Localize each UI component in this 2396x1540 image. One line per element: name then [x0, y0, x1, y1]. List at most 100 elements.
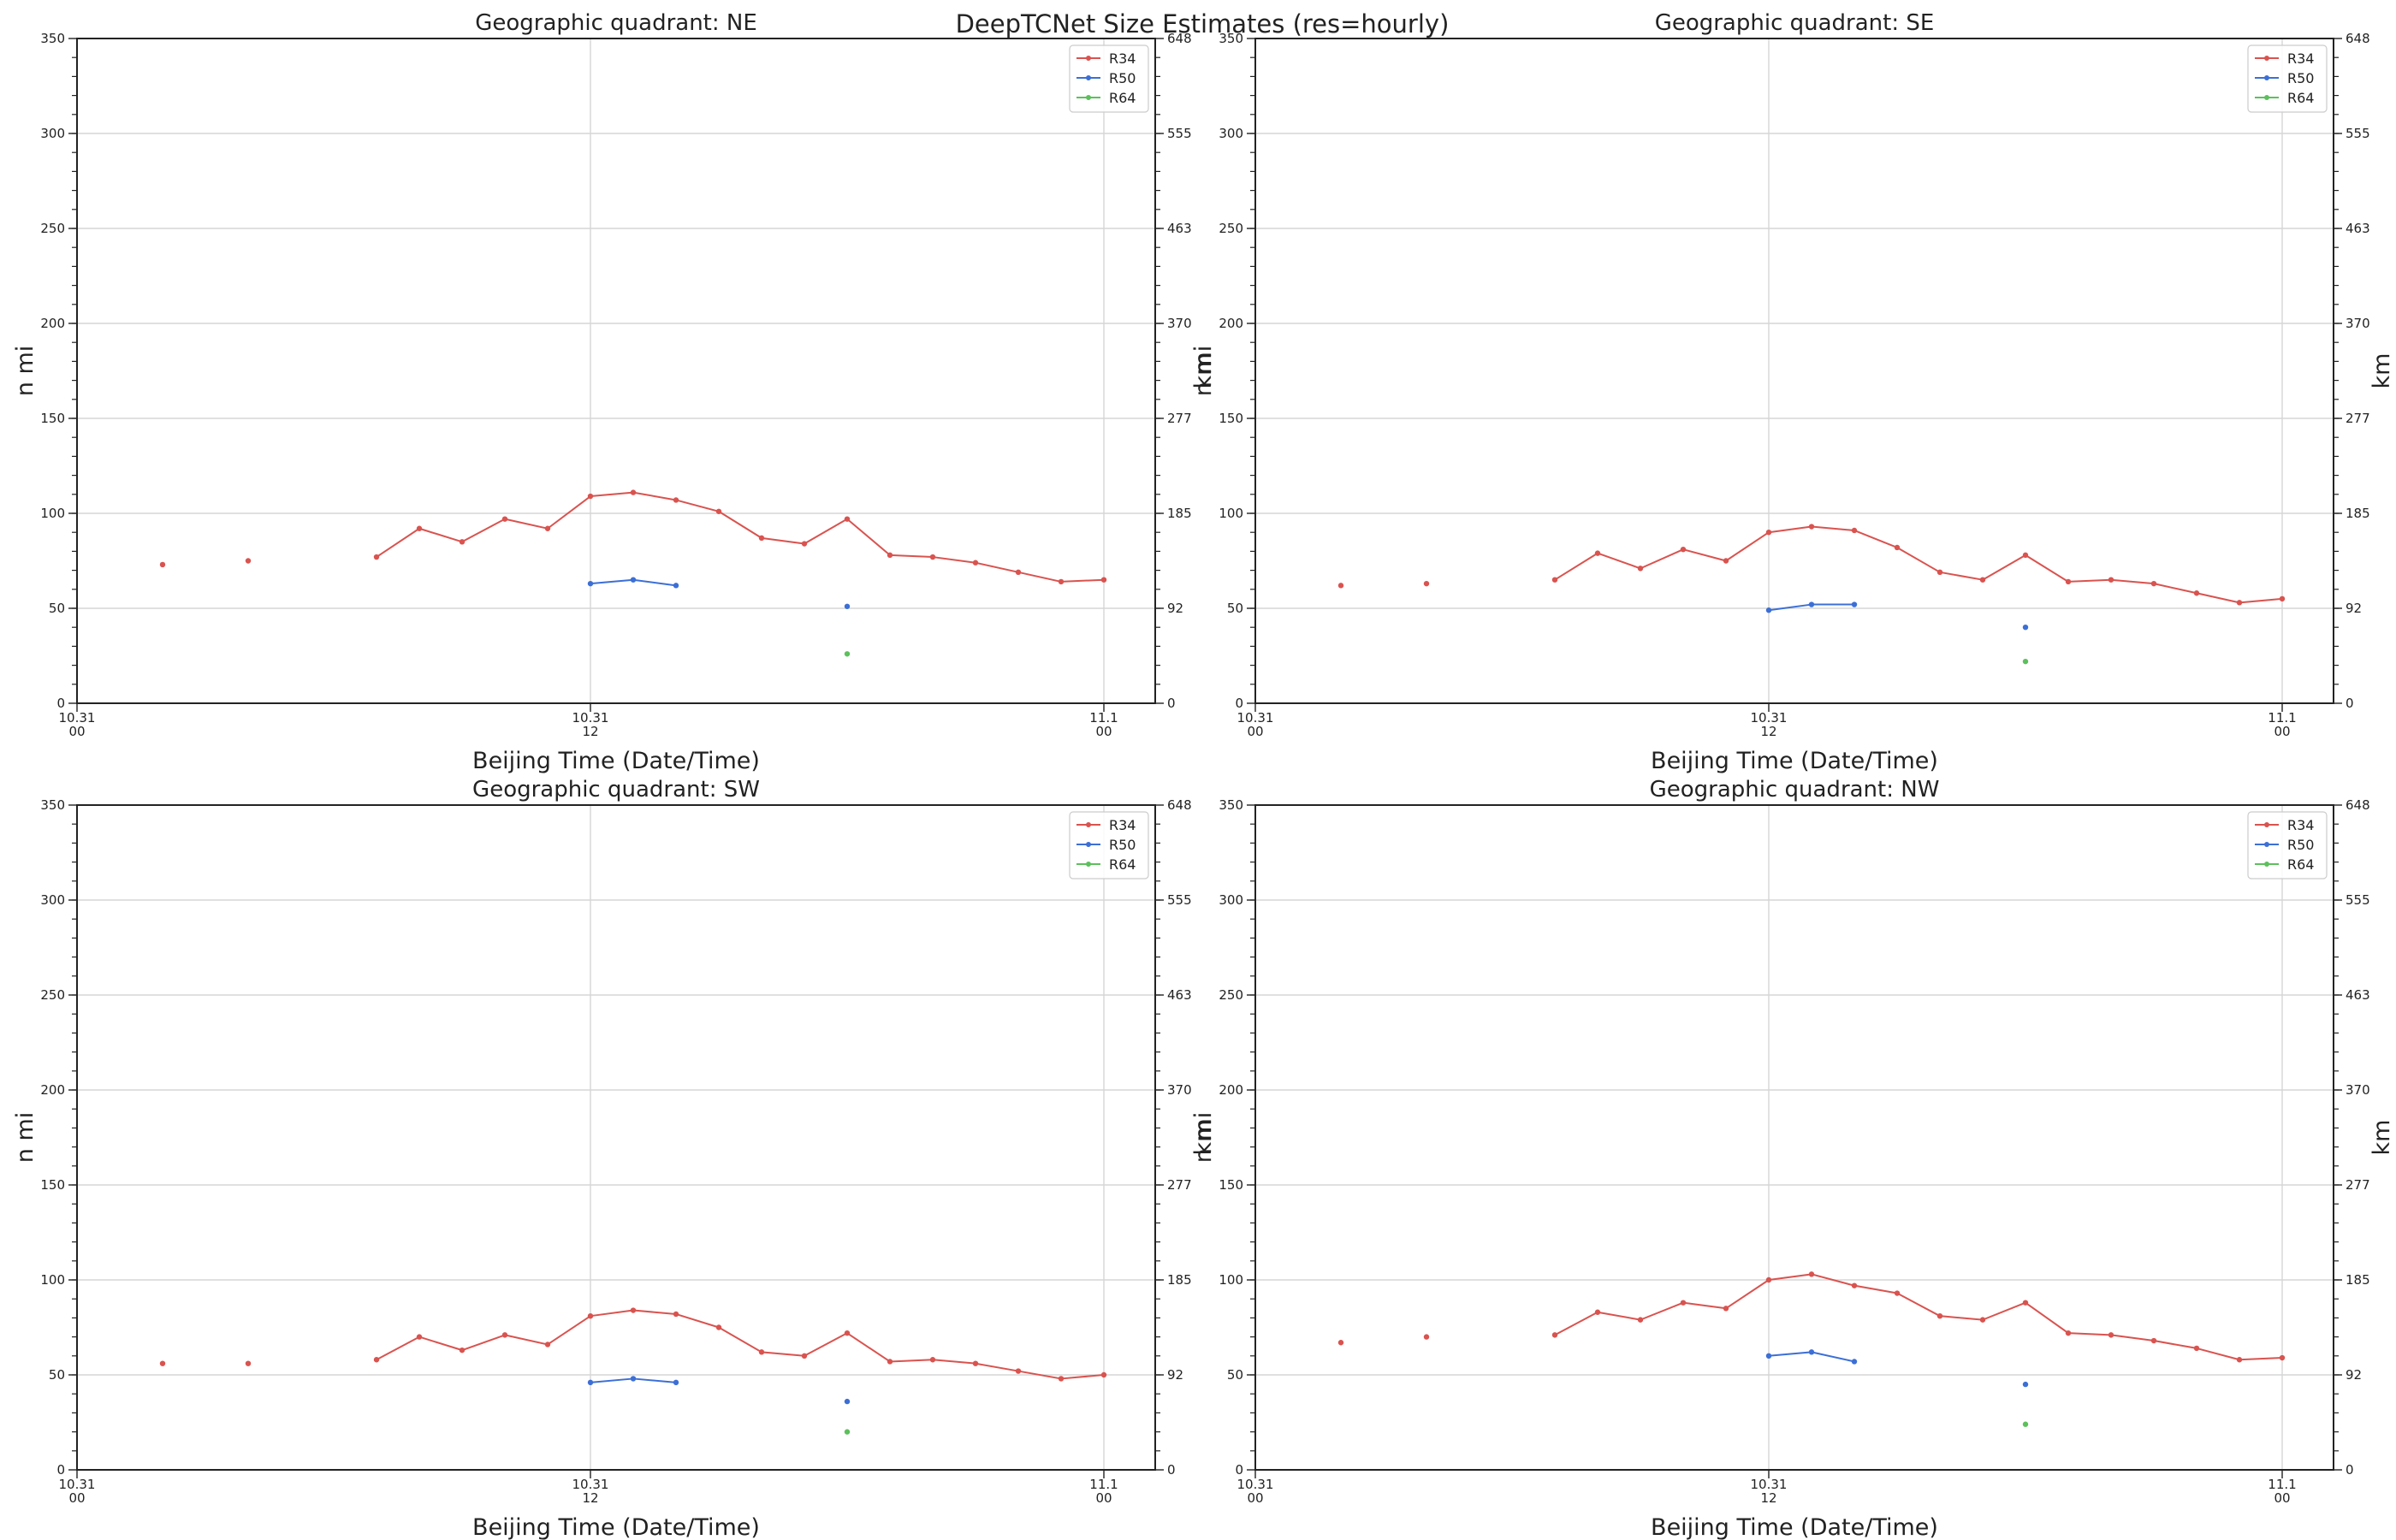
data-point-r34 [972, 1360, 979, 1366]
series-line-segment-r34 [2153, 583, 2197, 595]
x-tick-label-date: 10.31 [1237, 1477, 1274, 1492]
data-point-r34 [1680, 1300, 1687, 1306]
figure-title: DeepTCNet Size Estimates (res=hourly) [956, 9, 1450, 38]
series-line-segment-r50 [590, 578, 634, 585]
y-right-tick-label: 277 [2346, 1177, 2370, 1193]
data-point-r64 [844, 651, 851, 657]
x-tick-label-hour: 00 [1247, 1490, 1263, 1506]
data-point-r34 [416, 525, 423, 531]
x-tick-label-date: 11.1 [2268, 1477, 2296, 1492]
data-point-r50 [1765, 607, 1772, 613]
series-line-segment-r34 [547, 495, 591, 530]
y-tick-label: 200 [40, 316, 65, 331]
data-point-r50 [2022, 1381, 2029, 1388]
data-point-r34 [1765, 530, 1772, 536]
data-point-r34 [544, 1342, 551, 1348]
data-point-r34 [459, 539, 466, 545]
data-point-r34 [887, 1359, 893, 1365]
data-point-r34 [416, 1334, 423, 1340]
y-right-tick-label: 0 [1167, 1462, 1176, 1478]
data-point-r34 [2022, 552, 2029, 559]
y-axis-label-right: km [2369, 1120, 2395, 1156]
legend-label-r34: R34 [1109, 50, 1136, 67]
legend-swatch-marker [1086, 95, 1091, 100]
data-point-r34 [1015, 1368, 1022, 1374]
series-line-segment-r34 [2025, 1301, 2069, 1334]
y-right-tick-label: 370 [1167, 316, 1192, 331]
series-line-segment-r50 [1768, 603, 1812, 612]
y-right-tick-label: 648 [1167, 31, 1192, 46]
data-point-r50 [1765, 1353, 1772, 1359]
data-point-r34 [1337, 583, 1344, 589]
legend-label-r64: R64 [2287, 856, 2314, 873]
y-tick-label: 150 [1219, 411, 1243, 426]
series-line-segment-r34 [461, 518, 506, 543]
data-point-r34 [1936, 1312, 1943, 1319]
data-point-r50 [844, 1398, 851, 1405]
series-line-segment-r34 [1682, 1301, 1727, 1310]
data-point-r34 [630, 489, 637, 495]
legend-label-r50: R50 [2287, 837, 2314, 853]
plot-area-frame [76, 38, 1156, 704]
x-tick-label-hour: 00 [1095, 724, 1112, 739]
data-point-r34 [373, 1357, 380, 1363]
data-point-r34 [2150, 580, 2157, 587]
y-right-tick-label: 185 [1167, 1272, 1192, 1288]
series-line-segment-r34 [2239, 1357, 2283, 1361]
series-line-segment-r50 [590, 1377, 634, 1383]
data-point-r34 [801, 1353, 808, 1359]
data-point-r34 [844, 1330, 851, 1336]
y-right-tick-label: 463 [2346, 221, 2370, 236]
legend-label-r64: R64 [2287, 90, 2314, 106]
legend-swatch-marker [2264, 56, 2269, 61]
data-point-r34 [972, 560, 979, 566]
y-axis-label-right: km [2369, 353, 2395, 389]
series-line-segment-r34 [1554, 1311, 1598, 1336]
series-line-segment-r34 [1060, 578, 1105, 583]
y-right-tick-label: 92 [1167, 601, 1183, 616]
x-tick-label-hour: 12 [582, 724, 598, 739]
data-point-r34 [1851, 1282, 1858, 1288]
legend-swatch-marker [1086, 842, 1091, 847]
data-point-r50 [630, 577, 637, 583]
series-line-segment-r34 [889, 554, 934, 559]
x-tick-label-hour: 00 [2274, 1490, 2290, 1506]
data-point-r64 [2022, 658, 2029, 665]
data-point-r34 [2150, 1337, 2157, 1344]
x-tick-label-hour: 00 [68, 1490, 85, 1506]
series-line-segment-r50 [632, 578, 677, 587]
series-line-segment-r34 [376, 527, 420, 558]
data-point-r34 [1680, 546, 1687, 553]
data-point-r34 [758, 1349, 765, 1355]
series-line-segment-r34 [2067, 578, 2112, 583]
series-line-segment-r34 [1682, 548, 1727, 562]
data-point-r34 [245, 1360, 252, 1366]
y-right-tick-label: 463 [1167, 987, 1192, 1003]
legend-swatch-marker [2264, 862, 2269, 867]
y-tick-label: 0 [1235, 696, 1243, 711]
data-point-r34 [715, 508, 722, 514]
series-line-segment-r34 [1811, 525, 1855, 531]
series-line-segment-r34 [846, 1332, 891, 1363]
series-line-segment-r34 [1982, 554, 2026, 581]
series-line-segment-r34 [2196, 1347, 2240, 1361]
y-right-tick-label: 0 [1167, 696, 1176, 711]
x-tick-label-date: 10.31 [59, 1477, 96, 1492]
y-tick-label: 150 [40, 1177, 65, 1193]
data-point-r34 [587, 1312, 594, 1319]
y-right-tick-label: 370 [2346, 316, 2370, 331]
y-right-tick-label: 555 [2346, 126, 2370, 141]
data-point-r64 [2022, 1421, 2029, 1427]
x-tick-label-date: 10.31 [1237, 710, 1274, 726]
data-point-r34 [887, 552, 893, 559]
data-point-r34 [159, 561, 166, 568]
x-tick-label-hour: 12 [1760, 724, 1776, 739]
series-line-segment-r34 [2110, 1334, 2155, 1342]
data-point-r34 [1637, 1317, 1644, 1323]
series-line-segment-r34 [889, 1359, 934, 1363]
series-line-segment-r34 [2196, 592, 2240, 604]
data-point-r34 [1765, 1276, 1772, 1283]
data-point-r34 [758, 535, 765, 542]
series-line-segment-r34 [932, 556, 976, 564]
